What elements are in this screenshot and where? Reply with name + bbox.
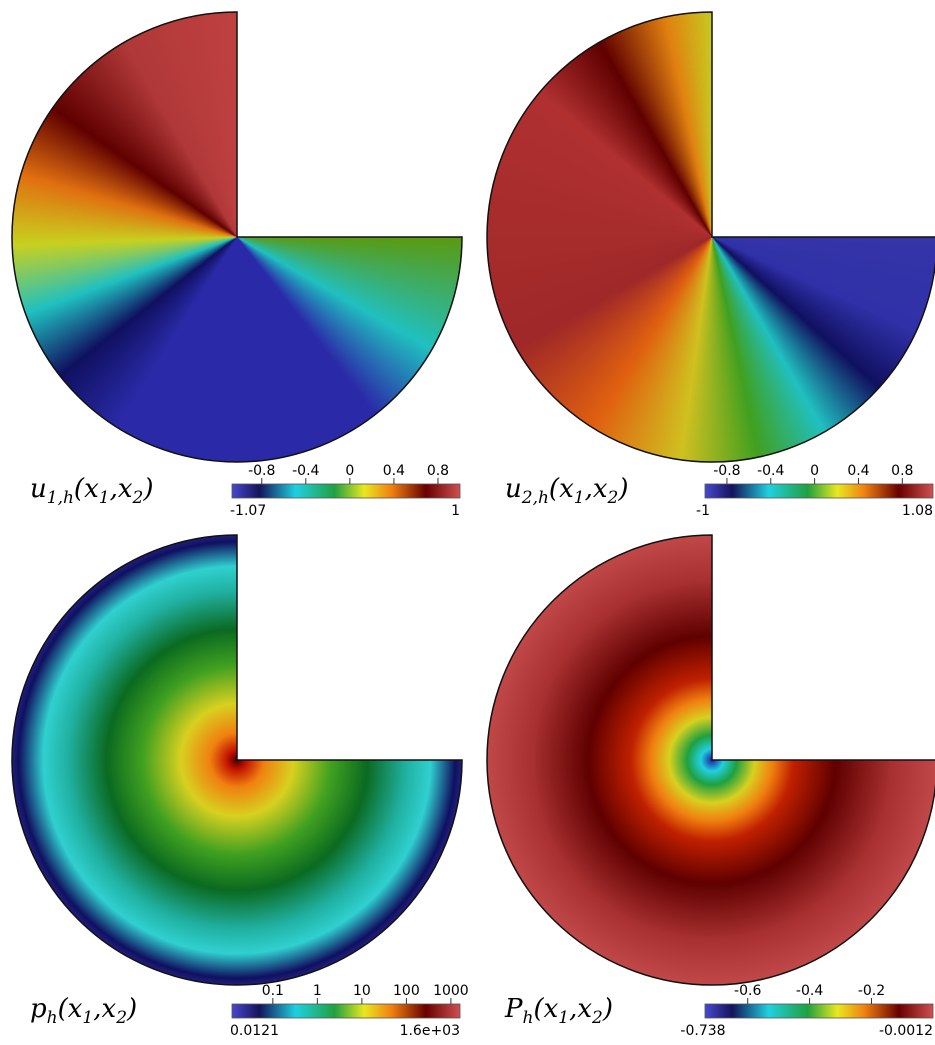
colorbar-frame: [231, 1003, 461, 1019]
label-subscript: h: [47, 1008, 58, 1028]
label-subscript: 2,h: [521, 488, 549, 508]
panel-label: u1,h(x1,x2): [30, 474, 153, 508]
colorbar-tick-label: -0.6: [734, 983, 761, 999]
label-subscript: 1: [82, 1008, 93, 1028]
colorbar: [705, 1004, 933, 1018]
panel-label: u2,h(x1,x2): [505, 474, 628, 508]
domain-outline: [486, 534, 935, 986]
colorbar-tick-label: 0.4: [383, 463, 405, 479]
colorbar-tick-label: -0.8: [713, 463, 740, 479]
label-text: ,x: [93, 994, 116, 1024]
domain-outline: [11, 534, 463, 986]
colorbar-tick-label: 0.4: [847, 463, 869, 479]
colorbar-frame: [704, 483, 934, 499]
label-subscript: 1: [558, 1008, 569, 1028]
colorbar-tick-label: 0.8: [427, 463, 449, 479]
label-subscript: 2: [591, 1008, 603, 1028]
label-subscript: 2: [115, 1008, 127, 1028]
colorbar-tick-label: 0: [810, 463, 819, 479]
colorbar-tick-label: 10: [353, 983, 371, 999]
colorbar-tick-label: 0.8: [891, 463, 913, 479]
colorbar: [705, 484, 933, 498]
colorbar-tick-label: -0.2: [858, 983, 885, 999]
colorbar-frame: [231, 483, 461, 499]
label-subscript: h: [523, 1008, 534, 1028]
domain-outline: [486, 11, 935, 463]
label-text: ): [617, 474, 628, 504]
panel-label: Ph(x1,x2): [504, 994, 613, 1028]
label-text: ): [126, 994, 137, 1024]
label-text: ): [142, 474, 153, 504]
colorbar: [232, 1004, 460, 1018]
colorbar-tick-label: -0.8: [248, 463, 275, 479]
colorbar-max: 1: [451, 503, 460, 519]
colorbar-tick-label: -0.4: [292, 463, 319, 479]
colorbar-min: -1: [696, 503, 710, 519]
label-text: P: [504, 994, 523, 1024]
label-text: (x: [74, 474, 99, 504]
label-subscript: 1,h: [47, 488, 74, 508]
colorbar-tick-label: 0.1: [262, 983, 284, 999]
label-subscript: 2: [607, 488, 619, 508]
colorbar: [232, 484, 460, 498]
colorbar-tick-label: 1: [313, 983, 322, 999]
colorbar-min: 0.0121: [230, 1023, 279, 1039]
colorbar-tick-label: 100: [393, 983, 420, 999]
label-text: ,x: [110, 474, 133, 504]
colorbar-tick-label: -0.4: [757, 463, 784, 479]
colorbar-min: -0.738: [680, 1023, 725, 1039]
panel-label: ph(x1,x2): [30, 994, 137, 1028]
label-text: p: [30, 994, 47, 1024]
label-text: u: [30, 474, 47, 504]
domain-outline: [11, 11, 463, 463]
label-text: (x: [58, 994, 83, 1024]
colorbar-frame: [704, 1003, 934, 1019]
colorbar-max: 1.6e+03: [400, 1023, 460, 1039]
colorbar-tick-label: -0.4: [796, 983, 823, 999]
label-text: u: [505, 474, 522, 504]
label-text: ,x: [569, 994, 592, 1024]
colorbar-min: -1.07: [230, 503, 266, 519]
label-text: (x: [549, 474, 574, 504]
colorbar-tick-label: 1000: [433, 983, 469, 999]
label-text: ): [602, 994, 613, 1024]
label-text: (x: [533, 994, 558, 1024]
colorbar-max: -0.0012: [879, 1023, 933, 1039]
colorbar-tick-label: 0: [345, 463, 354, 479]
label-subscript: 1: [99, 488, 110, 508]
label-subscript: 1: [574, 488, 585, 508]
label-text: ,x: [585, 474, 608, 504]
label-subscript: 2: [132, 488, 144, 508]
colorbar-max: 1.08: [902, 503, 933, 519]
